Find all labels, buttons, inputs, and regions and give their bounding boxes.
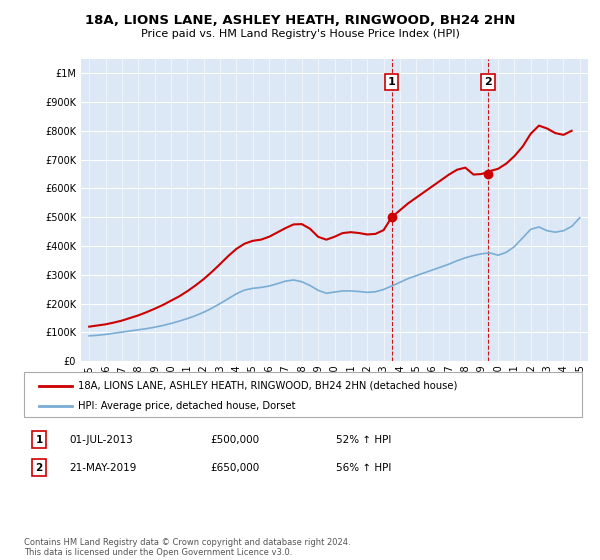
Text: Contains HM Land Registry data © Crown copyright and database right 2024.
This d: Contains HM Land Registry data © Crown c… (24, 538, 350, 557)
Text: 1: 1 (35, 435, 43, 445)
Text: Price paid vs. HM Land Registry's House Price Index (HPI): Price paid vs. HM Land Registry's House … (140, 29, 460, 39)
Text: 2: 2 (484, 77, 492, 87)
Text: 2: 2 (35, 463, 43, 473)
Text: 1: 1 (388, 77, 395, 87)
Text: 21-MAY-2019: 21-MAY-2019 (69, 463, 136, 473)
Text: 01-JUL-2013: 01-JUL-2013 (69, 435, 133, 445)
Text: HPI: Average price, detached house, Dorset: HPI: Average price, detached house, Dors… (78, 401, 296, 411)
Text: 56% ↑ HPI: 56% ↑ HPI (336, 463, 391, 473)
Text: £650,000: £650,000 (210, 463, 259, 473)
Text: 18A, LIONS LANE, ASHLEY HEATH, RINGWOOD, BH24 2HN: 18A, LIONS LANE, ASHLEY HEATH, RINGWOOD,… (85, 14, 515, 27)
Text: 18A, LIONS LANE, ASHLEY HEATH, RINGWOOD, BH24 2HN (detached house): 18A, LIONS LANE, ASHLEY HEATH, RINGWOOD,… (78, 381, 457, 391)
Text: 52% ↑ HPI: 52% ↑ HPI (336, 435, 391, 445)
Text: £500,000: £500,000 (210, 435, 259, 445)
